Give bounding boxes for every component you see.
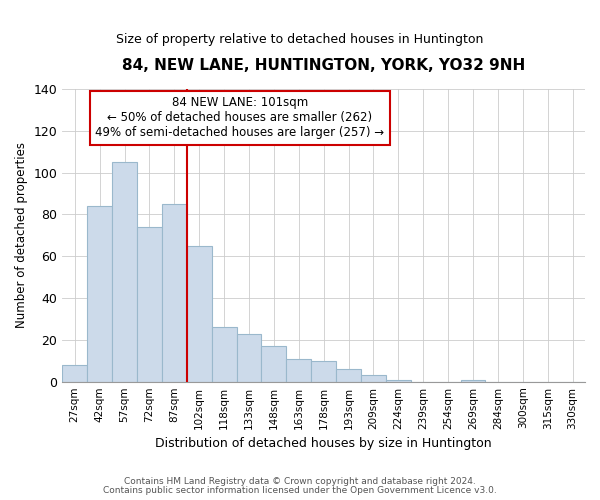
Bar — [87, 206, 112, 382]
Bar — [212, 328, 236, 382]
Bar — [461, 380, 485, 382]
Title: 84, NEW LANE, HUNTINGTON, YORK, YO32 9NH: 84, NEW LANE, HUNTINGTON, YORK, YO32 9NH — [122, 58, 525, 72]
Bar — [112, 162, 137, 382]
Bar — [62, 365, 87, 382]
Bar — [361, 376, 386, 382]
Bar — [137, 227, 162, 382]
Text: Contains HM Land Registry data © Crown copyright and database right 2024.: Contains HM Land Registry data © Crown c… — [124, 477, 476, 486]
Bar — [162, 204, 187, 382]
Bar — [336, 369, 361, 382]
Bar — [236, 334, 262, 382]
Y-axis label: Number of detached properties: Number of detached properties — [15, 142, 28, 328]
Bar — [187, 246, 212, 382]
Text: Size of property relative to detached houses in Huntington: Size of property relative to detached ho… — [116, 32, 484, 46]
X-axis label: Distribution of detached houses by size in Huntington: Distribution of detached houses by size … — [155, 437, 492, 450]
Bar — [386, 380, 411, 382]
Text: Contains public sector information licensed under the Open Government Licence v3: Contains public sector information licen… — [103, 486, 497, 495]
Bar — [286, 358, 311, 382]
Bar — [311, 361, 336, 382]
Text: 84 NEW LANE: 101sqm
← 50% of detached houses are smaller (262)
49% of semi-detac: 84 NEW LANE: 101sqm ← 50% of detached ho… — [95, 96, 385, 140]
Bar — [262, 346, 286, 382]
